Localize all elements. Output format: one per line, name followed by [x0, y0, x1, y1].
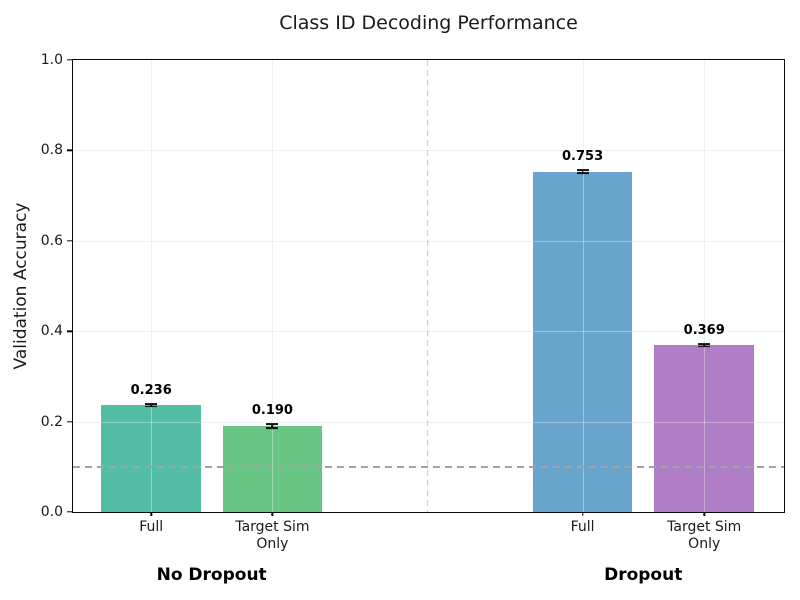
h-gridline-overlay	[73, 150, 784, 152]
x-tick-mark	[581, 512, 584, 516]
h-gridline-overlay	[73, 421, 784, 423]
y-tick-mark	[66, 330, 72, 332]
x-tick-mark	[150, 512, 152, 516]
bar-target-sim-only	[654, 345, 755, 512]
x-tick-mark	[703, 512, 705, 516]
bar-full	[532, 171, 633, 512]
x-tick-label: Target Sim Only	[667, 519, 741, 553]
group-label-no-dropout: No Dropout	[156, 565, 267, 585]
x-tick-label-line: Full	[139, 519, 164, 535]
bar-value-label: 0.369	[683, 322, 725, 338]
error-bar-stem	[150, 403, 152, 407]
x-tick-label: Full	[571, 519, 595, 536]
y-tick-mark	[66, 240, 72, 242]
error-bar-stem	[581, 170, 584, 173]
group-divider-line	[426, 60, 429, 512]
bar-full	[101, 405, 202, 512]
y-tick-label: 0.6	[40, 232, 63, 249]
y-tick-label: 0.0	[40, 504, 63, 520]
x-tick-label-line: Full	[570, 519, 595, 535]
y-tick-label: 0.4	[40, 323, 63, 340]
bar-value-label: 0.753	[562, 149, 604, 165]
y-tick-label: 1.0	[40, 52, 63, 68]
y-tick-mark	[66, 420, 72, 423]
y-tick-label: 0.8	[40, 142, 63, 159]
error-bar-cap	[698, 345, 711, 348]
x-tick-label-line: Target Sim	[235, 519, 310, 535]
h-gridline	[73, 240, 784, 242]
x-tick-label: Target Sim Only	[235, 519, 309, 553]
h-gridline	[73, 150, 784, 152]
v-gridline	[704, 60, 706, 512]
plot-area: 0.236 0.190 0.753 0.369 0.0 0.2 0.4 0.6 0.8 1.0 Fu…	[41, 52, 785, 585]
error-bar-cap	[266, 427, 279, 430]
v-gridline-overlay	[151, 60, 153, 512]
error-bar-cap	[576, 172, 589, 174]
h-gridline	[73, 331, 784, 333]
v-gridline-overlay	[272, 60, 274, 512]
v-gridline-overlay	[704, 60, 706, 512]
bar-value-label: 0.190	[251, 402, 293, 418]
v-gridline	[272, 60, 274, 512]
chance-level-line	[73, 465, 784, 468]
y-tick-mark	[66, 59, 72, 61]
v-gridline-overlay	[582, 60, 584, 512]
v-gridline	[151, 60, 153, 512]
error-bar-stem	[271, 423, 274, 429]
h-gridline-overlay	[73, 240, 784, 242]
x-tick-label-line: Only	[256, 536, 289, 552]
error-bar-cap	[145, 405, 158, 408]
error-bar-stem	[703, 343, 706, 347]
h-gridline	[73, 421, 784, 423]
chart-title: Class ID Decoding Performance	[279, 12, 578, 34]
error-bar-cap	[266, 422, 279, 425]
y-tick-mark	[66, 511, 72, 513]
y-axis-label: Validation Accuracy	[11, 202, 31, 370]
error-bar-cap	[698, 342, 711, 345]
y-tick-label: 0.2	[40, 413, 63, 430]
group-label-dropout: Dropout	[604, 565, 683, 585]
x-tick-label-line: Target Sim	[667, 519, 742, 535]
x-tick-label: Full	[139, 519, 163, 536]
y-tick-mark	[66, 149, 72, 152]
h-gridline-overlay	[73, 331, 784, 333]
x-tick-label-line: Only	[688, 536, 721, 552]
x-tick-mark	[271, 512, 274, 516]
bar-value-label: 0.236	[130, 382, 172, 398]
error-bar-cap	[145, 403, 158, 405]
error-bar-cap	[576, 169, 589, 172]
bar-target-sim-only	[222, 426, 323, 512]
